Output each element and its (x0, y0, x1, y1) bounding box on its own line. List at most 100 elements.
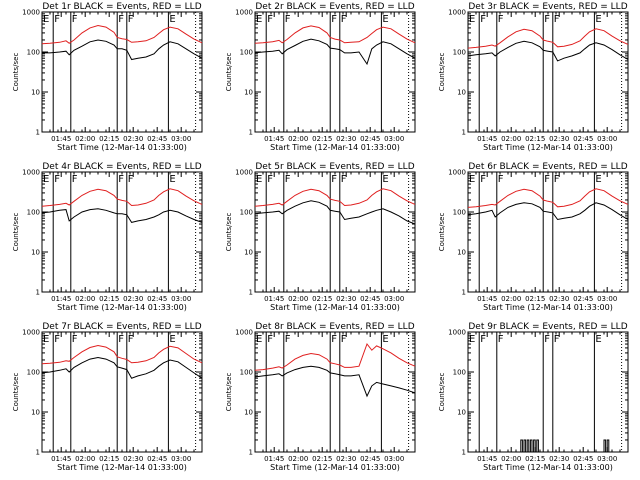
x-tick-label: 03:00 (171, 295, 191, 303)
marker-label: F (267, 334, 273, 345)
marker-label: E (595, 14, 601, 25)
x-tick-label: 01:45 (51, 135, 71, 143)
x-tick-label: 03:00 (171, 455, 191, 463)
x-tick-label: 02:45 (573, 295, 593, 303)
series-events-line (254, 365, 416, 398)
x-tick-label: 03:00 (597, 455, 617, 463)
x-tick-label: 03:00 (384, 135, 404, 143)
x-tick-label: 02:15 (312, 455, 332, 463)
y-tick-label: 1 (249, 129, 253, 137)
y-tick-label: 10 (457, 409, 466, 417)
y-tick-label: 1000 (235, 169, 253, 177)
panel-title: Det 1r BLACK = Events, RED = LLD (42, 2, 201, 12)
marker-label: F (331, 334, 337, 345)
marker-label: F (480, 14, 486, 25)
x-tick-label: 02:30 (336, 455, 356, 463)
x-tick-label: 02:45 (147, 295, 167, 303)
x-tick-label: 02:00 (501, 295, 521, 303)
x-tick-label: 02:30 (123, 455, 143, 463)
marker-label: F (544, 14, 550, 25)
y-tick-label: 1 (36, 289, 40, 297)
x-axis-label: Start Time (12-Mar-14 01:33:00) (57, 303, 187, 312)
y-axis-label: Counts/sec (438, 53, 446, 92)
panel-title: Det 4r BLACK = Events, RED = LLD (42, 162, 201, 172)
panel-6: Det 6r BLACK = Events, RED = LLD 1 10 100 10… (438, 162, 629, 312)
marker-label: F (128, 334, 134, 345)
plot-frame (254, 331, 416, 453)
y-axis-label: Counts/sec (438, 213, 446, 252)
marker-label: E (169, 174, 175, 185)
y-axis-label: Counts/sec (12, 53, 20, 92)
y-axis-label: Counts/sec (12, 213, 20, 252)
marker-label: F (285, 174, 291, 185)
marker-label: F (341, 174, 347, 185)
marker-label: F (554, 334, 560, 345)
marker-label: F (128, 174, 134, 185)
x-axis-label: Start Time (12-Mar-14 01:33:00) (270, 303, 400, 312)
panel-title: Det 6r BLACK = Events, RED = LLD (468, 162, 627, 172)
x-tick-label: 02:30 (336, 135, 356, 143)
marker-label: E (382, 14, 388, 25)
y-tick-label: 1000 (448, 329, 466, 337)
x-tick-label: 02:00 (75, 455, 95, 463)
y-tick-label: 1000 (22, 9, 40, 17)
y-tick-label: 1 (249, 289, 253, 297)
marker-label: F (285, 14, 291, 25)
panel-3: Det 3r BLACK = Events, RED = LLD 1 10 100 10… (438, 2, 629, 152)
marker-label: F (118, 174, 124, 185)
series-lld-line (254, 342, 416, 371)
plot-frame (467, 331, 629, 453)
marker-label: F (554, 14, 560, 25)
panel-title: Det 3r BLACK = Events, RED = LLD (468, 2, 627, 12)
marker-label: E (169, 14, 175, 25)
x-tick-label: 02:15 (525, 295, 545, 303)
x-axis-label: Start Time (12-Mar-14 01:33:00) (483, 463, 613, 472)
marker-label: F (72, 174, 78, 185)
x-tick-label: 02:45 (573, 135, 593, 143)
y-tick-label: 1 (462, 449, 466, 457)
plot-frame (41, 171, 203, 293)
y-tick-label: 100 (453, 209, 466, 217)
y-tick-label: 1000 (22, 169, 40, 177)
x-tick-label: 02:00 (288, 295, 308, 303)
marker-label: E (469, 14, 475, 25)
x-axis-label: Start Time (12-Mar-14 01:33:00) (483, 303, 613, 312)
marker-label: F (267, 174, 273, 185)
y-tick-label: 1 (36, 449, 40, 457)
x-axis-label: Start Time (12-Mar-14 01:33:00) (57, 143, 187, 152)
panel-title: Det 2r BLACK = Events, RED = LLD (255, 2, 414, 12)
marker-label: F (498, 174, 504, 185)
y-tick-label: 1 (249, 449, 253, 457)
x-tick-label: 02:30 (549, 295, 569, 303)
panel-title: Det 9r BLACK = Events, RED = LLD (468, 322, 627, 332)
x-tick-label: 02:30 (123, 135, 143, 143)
y-axis-label: Counts/sec (12, 373, 20, 412)
marker-label: F (480, 334, 486, 345)
series-lld-line (467, 28, 629, 49)
y-tick-label: 10 (244, 89, 253, 97)
y-tick-label: 10 (31, 249, 40, 257)
y-tick-label: 1000 (235, 329, 253, 337)
series-lld-line (41, 188, 203, 207)
marker-label: F (72, 334, 78, 345)
x-tick-label: 02:00 (75, 135, 95, 143)
marker-label: E (382, 334, 388, 345)
x-tick-label: 02:00 (501, 455, 521, 463)
x-tick-label: 03:00 (384, 295, 404, 303)
x-tick-label: 02:45 (147, 135, 167, 143)
series-events-line (467, 202, 629, 221)
y-axis-label: Counts/sec (225, 373, 233, 412)
panel-2: Det 2r BLACK = Events, RED = LLD 1 10 100 10… (225, 2, 416, 152)
series-events-line (42, 39, 203, 61)
x-tick-label: 02:00 (501, 135, 521, 143)
plot-frame (467, 171, 629, 293)
x-tick-label: 01:45 (477, 295, 497, 303)
marker-label: F (54, 174, 60, 185)
marker-label: E (256, 334, 262, 345)
panel-7: Det 7r BLACK = Events, RED = LLD 1 10 100 10… (12, 322, 203, 472)
x-tick-label: 02:15 (312, 295, 332, 303)
y-tick-label: 100 (27, 369, 40, 377)
series-events-line (254, 38, 416, 66)
y-tick-label: 1 (462, 129, 466, 137)
marker-label: E (469, 174, 475, 185)
